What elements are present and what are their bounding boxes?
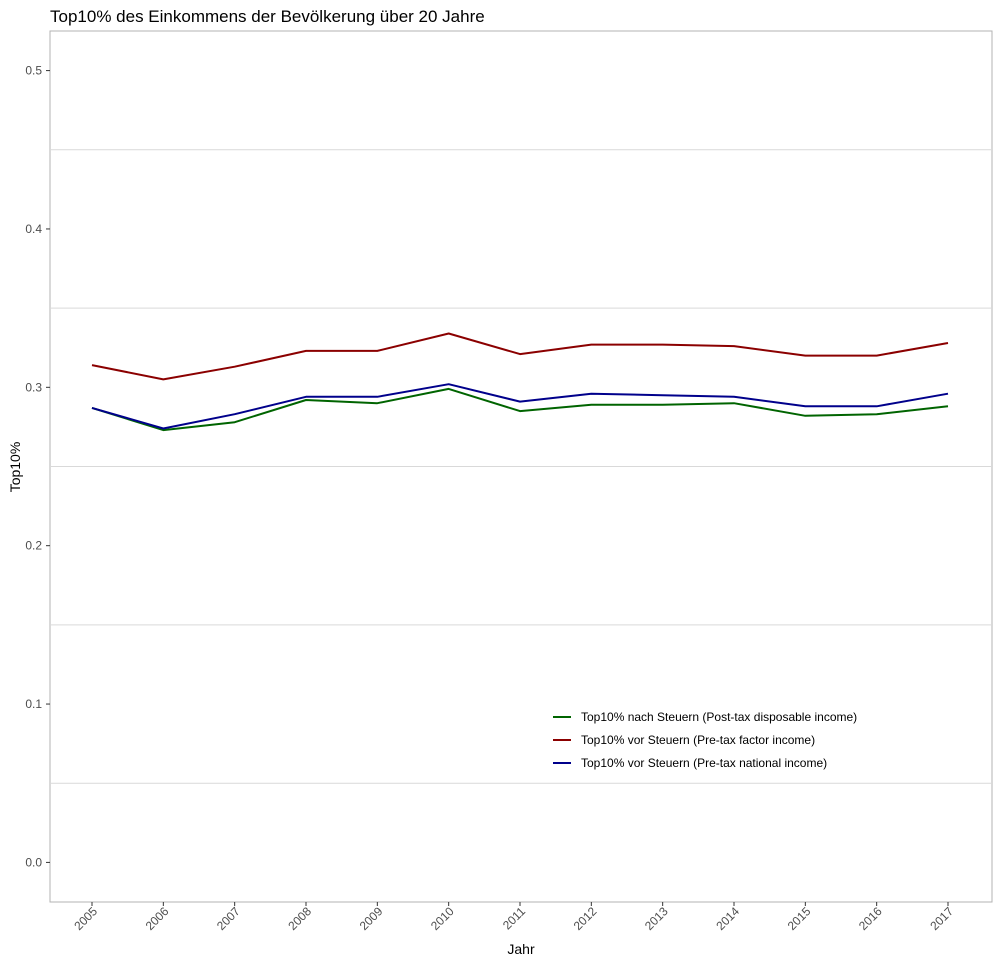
legend: Top10% nach Steuern (Post-tax disposable… <box>553 710 857 770</box>
series-line-1 <box>91 387 949 432</box>
series-line-3 <box>91 383 949 430</box>
x-axis-title: Jahr <box>507 941 535 957</box>
x-tick-label: 2011 <box>500 904 528 932</box>
series-line-2 <box>91 332 949 381</box>
y-tick-label: 0.3 <box>25 380 42 394</box>
y-tick-label: 0.1 <box>25 697 42 711</box>
y-axis-title: Top10% <box>7 442 23 493</box>
x-tick-label: 2005 <box>71 904 100 933</box>
x-tick-label: 2007 <box>214 904 243 933</box>
y-tick-label: 0.4 <box>25 222 42 236</box>
x-tick-label: 2008 <box>285 904 314 933</box>
legend-label-2: Top10% vor Steuern (Pre-tax factor incom… <box>581 733 815 747</box>
series-layer <box>91 332 949 432</box>
grid-layer <box>50 149 992 784</box>
legend-label-1: Top10% nach Steuern (Post-tax disposable… <box>581 710 857 724</box>
x-tick-label: 2014 <box>713 904 742 933</box>
x-tick-label: 2010 <box>428 904 457 933</box>
y-tick-label: 0.5 <box>25 64 42 78</box>
x-tick-label: 2009 <box>357 904 386 933</box>
x-tick-label: 2006 <box>143 904 172 933</box>
x-tick-label: 2016 <box>856 904 885 933</box>
x-tick-label: 2015 <box>785 904 814 933</box>
legend-label-3: Top10% vor Steuern (Pre-tax national inc… <box>581 756 827 770</box>
x-tick-label: 2013 <box>642 904 671 933</box>
y-tick-label: 0.2 <box>25 539 42 553</box>
y-axis: 0.0 0.1 0.2 0.3 0.4 0.5 <box>25 64 50 869</box>
y-tick-label: 0.0 <box>25 855 42 869</box>
x-tick-label: 2012 <box>571 904 600 933</box>
chart-title: Top10% des Einkommens der Bevölkerung üb… <box>50 7 485 26</box>
x-axis: 2005 2006 2007 2008 2009 2010 2011 2012 2013 2014… <box>71 902 956 933</box>
x-tick-label: 2017 <box>927 904 956 933</box>
